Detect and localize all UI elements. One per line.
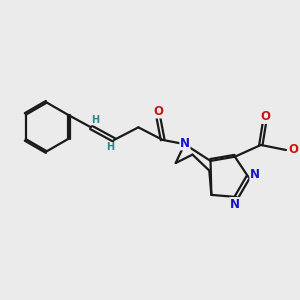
Text: N: N [180, 137, 190, 150]
Text: N: N [250, 168, 260, 181]
Text: N: N [230, 198, 240, 211]
Text: H: H [106, 142, 114, 152]
Text: O: O [288, 143, 298, 156]
Text: H: H [91, 115, 99, 125]
Text: O: O [154, 105, 164, 118]
Text: O: O [260, 110, 270, 123]
